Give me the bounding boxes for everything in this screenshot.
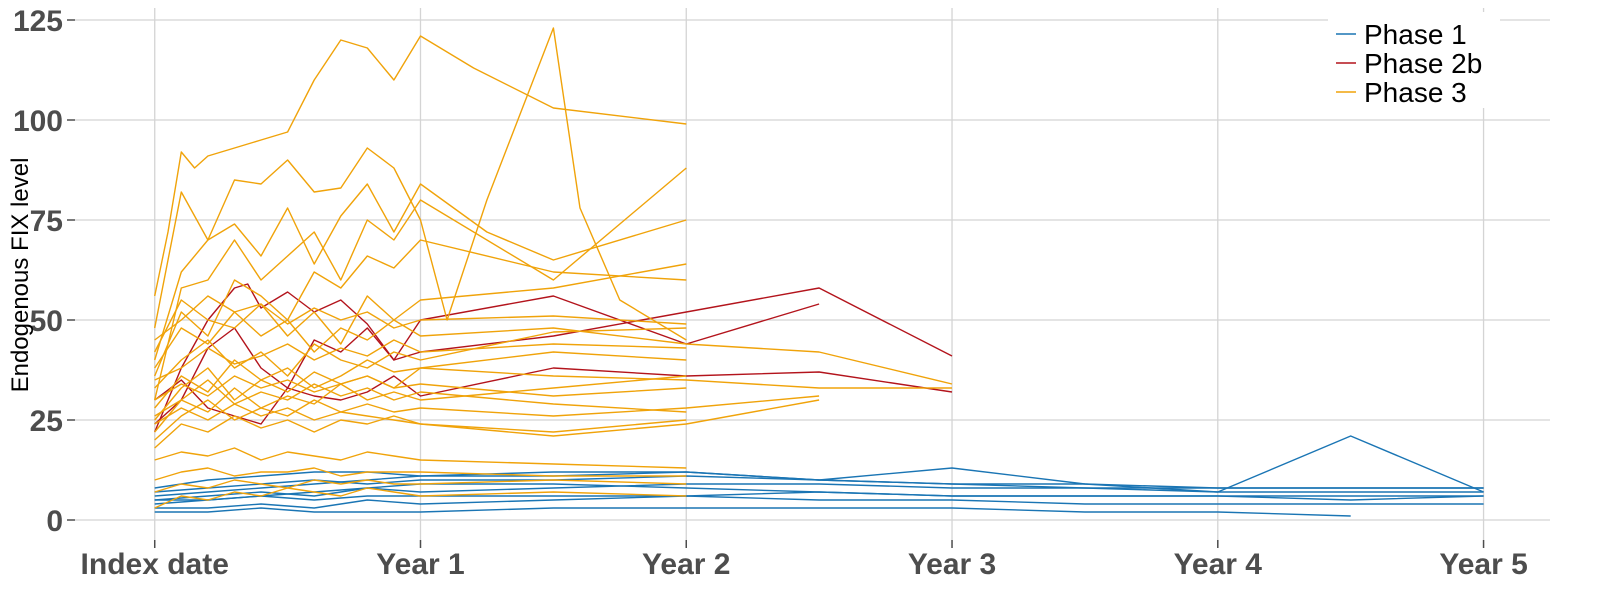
series-line-phase-3: [154, 263, 687, 353]
series-line-phase-3: [154, 479, 687, 493]
series-line-phase-3: [154, 295, 687, 341]
x-tick-label: Year 4: [1174, 548, 1263, 581]
series-line-phase-1: [154, 491, 1484, 501]
series-line-phase-2b: [154, 287, 953, 425]
legend-label: Phase 1: [1364, 19, 1467, 50]
series-line-phase-3: [154, 487, 687, 509]
series-lines: [154, 27, 1484, 517]
series-line-phase-1: [154, 435, 1484, 493]
series-line-phase-1: [154, 495, 1484, 509]
x-tick-label: Year 2: [642, 548, 730, 581]
x-tick-label: Index date: [81, 548, 229, 581]
series-line-phase-3: [154, 379, 687, 417]
x-tick-label: Year 5: [1439, 548, 1527, 581]
series-line-phase-3: [154, 339, 687, 381]
series-line-phase-3: [154, 167, 687, 401]
y-tick-label: 100: [13, 105, 63, 138]
x-tick-label: Year 3: [908, 548, 996, 581]
y-tick-label: 0: [46, 505, 63, 538]
series-line-phase-3: [154, 183, 687, 361]
series-line-phase-3: [154, 327, 687, 389]
series-line-phase-1: [154, 475, 1484, 493]
series-line-phase-3: [154, 399, 820, 437]
x-tick-label: Year 1: [376, 548, 464, 581]
y-tick-label: 50: [30, 305, 63, 338]
y-axis-ticks: 0 25 50 75 100 125: [13, 5, 75, 538]
x-axis-ticks: Index date Year 1 Year 2 Year 3 Year 4 Year 5: [81, 540, 1528, 581]
series-line-phase-3: [154, 35, 687, 297]
series-line-phase-1: [154, 483, 1484, 505]
series-line-phase-3: [154, 467, 687, 481]
series-line-phase-2b: [154, 367, 953, 425]
series-line-phase-3: [154, 27, 687, 341]
series-line-phase-1: [154, 507, 1351, 517]
series-line-phase-3: [154, 311, 953, 385]
legend-label: Phase 2b: [1364, 48, 1482, 79]
y-tick-label: 25: [30, 405, 63, 438]
series-line-phase-3: [154, 239, 687, 377]
legend-box: [1328, 12, 1500, 108]
y-tick-label: 75: [30, 205, 63, 238]
series-line-phase-3: [154, 395, 820, 441]
series-line-phase-3: [154, 375, 687, 433]
series-line-phase-3: [154, 375, 687, 401]
y-axis-title: Endogenous FIX level: [7, 158, 34, 393]
legend-label: Phase 3: [1364, 77, 1467, 108]
series-line-phase-3: [154, 447, 687, 469]
y-tick-label: 125: [13, 5, 63, 38]
